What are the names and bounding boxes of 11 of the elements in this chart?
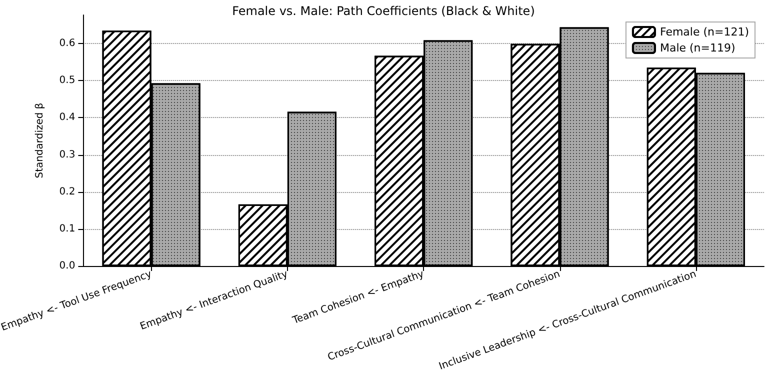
y-axis-title: Standardized β bbox=[34, 102, 46, 178]
y-tick-label: 0.3 bbox=[59, 149, 76, 160]
chart-title: Female vs. Male: Path Coefficients (Black & White) bbox=[232, 4, 535, 18]
y-tick-label: 0.0 bbox=[59, 260, 76, 272]
y-tick-label: 0.1 bbox=[59, 223, 76, 234]
y-tick-label: 0.2 bbox=[59, 186, 76, 198]
y-tick-label: 0.6 bbox=[59, 38, 76, 50]
legend-label: Male (n=119) bbox=[660, 42, 736, 54]
y-tick-label: 0.4 bbox=[59, 112, 76, 124]
y-tick-label: 0.5 bbox=[59, 75, 76, 86]
legend-label: Female (n=121) bbox=[660, 26, 750, 38]
